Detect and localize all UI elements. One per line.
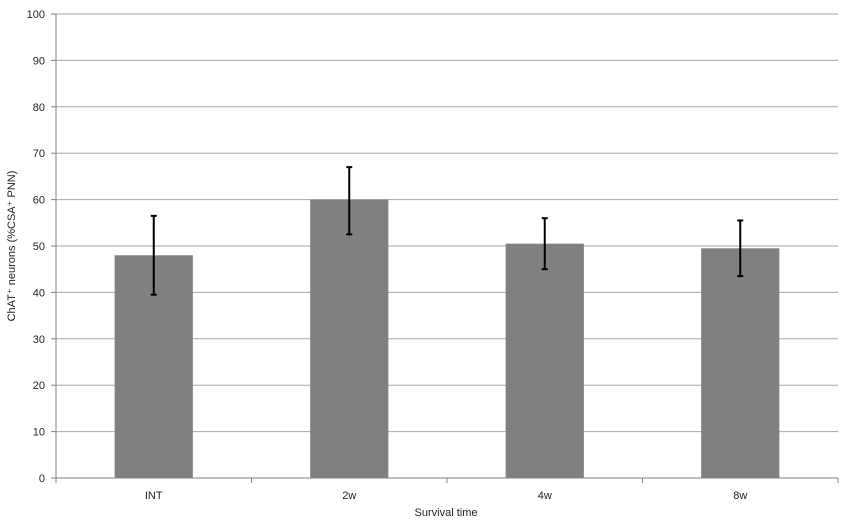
y-tick-label-40: 40 xyxy=(33,287,45,299)
y-axis-title: ChAT⁺ neurons (%CSA⁺ PNN) xyxy=(6,171,18,322)
y-tick-label-50: 50 xyxy=(33,241,45,253)
y-tick-label-20: 20 xyxy=(33,380,45,392)
x-tick-label-8w: 8w xyxy=(733,490,747,502)
x-axis-ticks: INT 2w 4w 8w xyxy=(55,478,839,502)
x-axis-title: Survival time xyxy=(415,507,478,519)
y-tick-label-90: 90 xyxy=(33,55,45,67)
error-bars xyxy=(150,166,744,296)
bars xyxy=(114,199,780,478)
bar-8w xyxy=(701,248,780,478)
y-tick-label-30: 30 xyxy=(33,334,45,346)
y-tick-label-70: 70 xyxy=(33,148,45,160)
x-tick-label-2w: 2w xyxy=(342,490,356,502)
bar-4w xyxy=(505,243,584,478)
bar-2w xyxy=(310,199,389,478)
x-tick-label-4w: 4w xyxy=(538,490,552,502)
x-tick-label-INT: INT xyxy=(145,490,163,502)
y-tick-label-100: 100 xyxy=(27,9,45,21)
y-axis-ticks: 0 10 20 30 40 50 60 70 80 90 100 xyxy=(27,9,56,485)
y-tick-label-0: 0 xyxy=(39,473,45,485)
y-tick-label-10: 10 xyxy=(33,427,45,439)
y-tick-label-80: 80 xyxy=(33,102,45,114)
y-tick-label-60: 60 xyxy=(33,195,45,207)
